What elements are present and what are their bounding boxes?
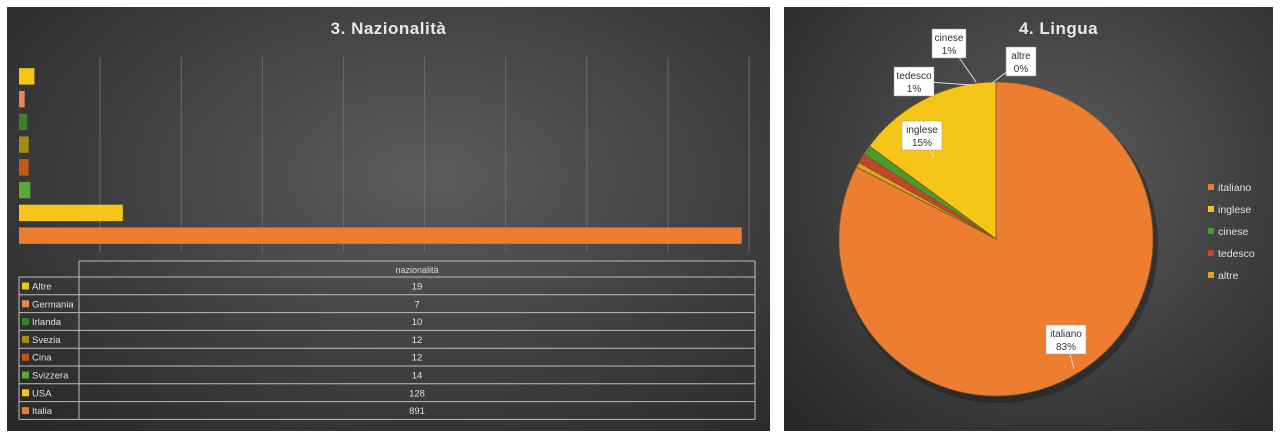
bar-irlanda [19,113,28,131]
legend-key [22,353,29,361]
table-category: Irlanda [32,317,62,328]
nazionalita-chart: 3. Nazionalità nazionalità Altre 19 Germani… [7,7,770,431]
legend-key [1208,206,1214,212]
table-value: 19 [412,282,423,293]
bar-usa [19,204,123,222]
callout-box [931,28,967,59]
legend-key [1208,250,1214,256]
callout-percent: 0% [1014,64,1029,75]
callout-label: cinese [935,33,964,44]
legend-key [1208,272,1214,278]
table-value: 891 [409,406,425,417]
pie-slice-inglese [868,81,997,240]
legend-label-italiano: italiano [1218,182,1251,194]
legend-key [22,300,29,308]
legend-key [22,389,29,397]
bar-chart-svg: nazionalità Altre 19 Germania 7 Irlanda 10 Svez… [18,57,756,420]
table-category: Svezia [32,335,61,346]
callout-box [1045,324,1087,355]
legend-key [22,318,29,326]
bar-cina [19,159,29,176]
pie-slice-altre [855,162,997,240]
callout-box [893,66,935,97]
legend-label-altre: altre [1218,270,1239,282]
table-value: 128 [409,388,425,399]
pie-chart-svg: italiano 83% inglese 15% cinese 1% tedesco 1% al… [838,28,1255,403]
legend-label-cinese: cinese [1218,226,1249,238]
table-value: 7 [414,299,419,310]
table-value: 12 [412,353,423,364]
table-value: 12 [412,335,423,346]
bar-svizzera [19,181,31,199]
callout-percent: 15% [912,138,932,149]
chart-title: 4. Lingua [1018,19,1099,38]
table-value: 14 [412,371,423,382]
table-category: Svizzera [32,371,69,382]
table-category: Cina [32,353,52,364]
table-category: USA [32,388,52,399]
legend-key [22,371,29,379]
bar-italia [19,227,742,244]
callout-label: altre [1011,51,1031,62]
table-category: Italia [32,406,53,417]
legend-key [22,282,29,290]
table-header: nazionalità [395,265,438,275]
callout-percent: 1% [942,46,957,57]
legend-label-tedesco: tedesco [1218,248,1255,260]
table-value: 10 [412,317,423,328]
callout-box [1005,46,1037,77]
callout-label: tedesco [896,71,931,82]
bar-germania [19,90,25,108]
legend-key [1208,184,1214,190]
bar-svezia [19,136,29,153]
callout-box [901,120,943,151]
chart-title: 3. Nazionalità [330,19,447,38]
bar-altre [19,68,35,85]
legend-key [22,407,29,415]
table-category: Altre [32,282,52,293]
table-category: Germania [32,299,74,310]
callout-label: italiano [1050,329,1082,340]
legend-key [22,335,29,343]
callout-label: inglese [906,125,938,136]
lingua-chart: 4. Lingua italiano 83% inglese 15% cinese 1% t… [784,7,1273,431]
legend-label-inglese: inglese [1218,204,1251,216]
callout-percent: 83% [1056,342,1076,353]
callout-percent: 1% [907,84,922,95]
legend-key [1208,228,1214,234]
